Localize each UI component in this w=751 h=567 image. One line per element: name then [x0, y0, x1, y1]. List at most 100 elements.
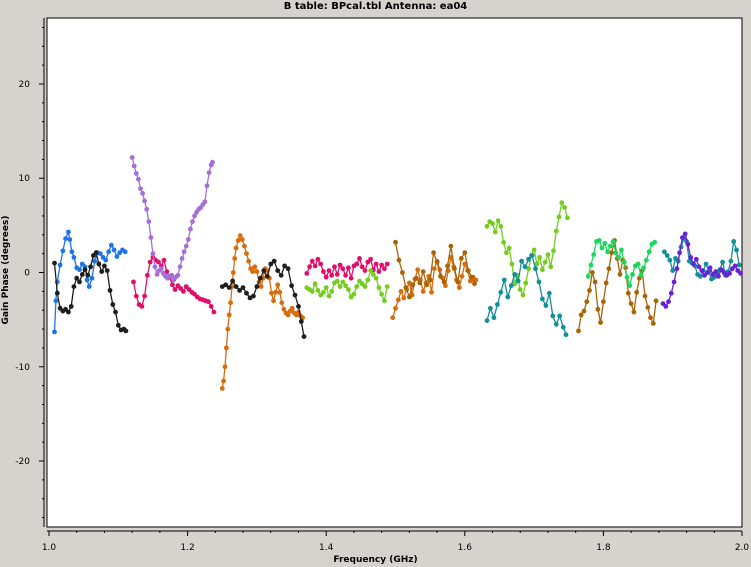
data-point — [491, 315, 497, 321]
data-point — [370, 272, 376, 277]
data-point — [301, 334, 307, 339]
data-point — [488, 305, 493, 311]
data-point — [332, 264, 337, 270]
data-point — [624, 274, 630, 280]
data-point — [431, 250, 436, 256]
data-point — [667, 257, 673, 263]
data-point — [379, 262, 384, 268]
data-point — [123, 328, 129, 334]
data-point — [587, 288, 592, 293]
data-point — [540, 296, 545, 302]
data-point — [222, 364, 228, 370]
data-point — [553, 228, 559, 234]
data-point — [492, 229, 498, 235]
data-point — [223, 282, 229, 288]
data-point — [376, 269, 382, 274]
data-point — [362, 268, 368, 273]
data-point — [738, 271, 743, 276]
series-15 — [660, 231, 743, 309]
data-point — [273, 289, 278, 295]
data-point — [359, 264, 365, 270]
data-point — [429, 289, 434, 295]
data-point — [54, 290, 60, 296]
data-point — [591, 252, 597, 257]
data-point — [115, 322, 121, 328]
data-point — [393, 305, 398, 311]
data-point — [557, 313, 563, 319]
data-point — [601, 299, 606, 305]
data-point — [512, 272, 518, 277]
data-point — [556, 214, 562, 220]
data-point — [357, 256, 362, 261]
data-point — [129, 155, 135, 160]
data-point — [204, 183, 210, 189]
data-point — [420, 269, 426, 274]
data-series — [52, 155, 743, 391]
data-point — [703, 261, 709, 267]
data-point — [281, 306, 287, 312]
data-point — [505, 294, 511, 300]
y-tick-label: -20 — [15, 457, 30, 467]
data-point — [298, 319, 304, 324]
data-point — [226, 285, 232, 290]
data-point — [635, 261, 641, 267]
data-point — [144, 206, 150, 212]
data-point — [321, 289, 326, 295]
data-point — [57, 262, 63, 268]
data-point — [536, 279, 542, 285]
data-point — [393, 239, 398, 245]
data-point — [271, 298, 276, 304]
data-point — [515, 278, 521, 284]
data-point — [225, 326, 231, 332]
data-point — [188, 226, 193, 232]
data-point — [448, 243, 454, 249]
x-tick-label: 1.4 — [319, 543, 334, 553]
data-point — [498, 223, 504, 229]
data-point — [343, 283, 348, 289]
data-point — [131, 163, 137, 169]
data-point — [592, 279, 598, 285]
data-point — [289, 283, 294, 289]
data-point — [97, 251, 103, 256]
data-point — [543, 303, 549, 308]
data-point — [438, 273, 443, 279]
data-point — [152, 264, 158, 270]
data-point — [384, 284, 390, 289]
data-point — [340, 279, 346, 285]
data-point — [254, 269, 260, 274]
data-point — [147, 259, 153, 265]
data-point — [66, 229, 71, 235]
data-point — [185, 237, 191, 242]
data-point — [240, 285, 246, 290]
data-point — [237, 233, 243, 239]
data-point — [537, 255, 542, 260]
data-point — [606, 266, 612, 272]
data-point — [495, 218, 501, 224]
data-point — [648, 315, 653, 321]
data-point — [696, 264, 702, 270]
y-tick-label: 20 — [19, 80, 31, 90]
data-point — [379, 291, 384, 297]
data-point — [279, 300, 285, 306]
data-point — [576, 328, 581, 334]
data-point — [627, 283, 633, 289]
data-point — [84, 277, 90, 283]
data-point — [691, 261, 696, 267]
data-point — [133, 293, 139, 299]
data-point — [181, 249, 187, 255]
data-point — [71, 255, 77, 260]
data-point — [351, 291, 357, 297]
data-point — [278, 272, 284, 278]
data-point — [417, 280, 423, 286]
data-point — [382, 298, 387, 304]
data-point — [181, 289, 186, 294]
data-point — [498, 289, 504, 295]
data-point — [581, 308, 587, 314]
data-point — [666, 299, 671, 305]
data-point — [206, 299, 211, 305]
data-point — [628, 301, 634, 306]
series-1 — [52, 250, 129, 334]
data-point — [707, 265, 713, 271]
data-point — [340, 266, 346, 272]
